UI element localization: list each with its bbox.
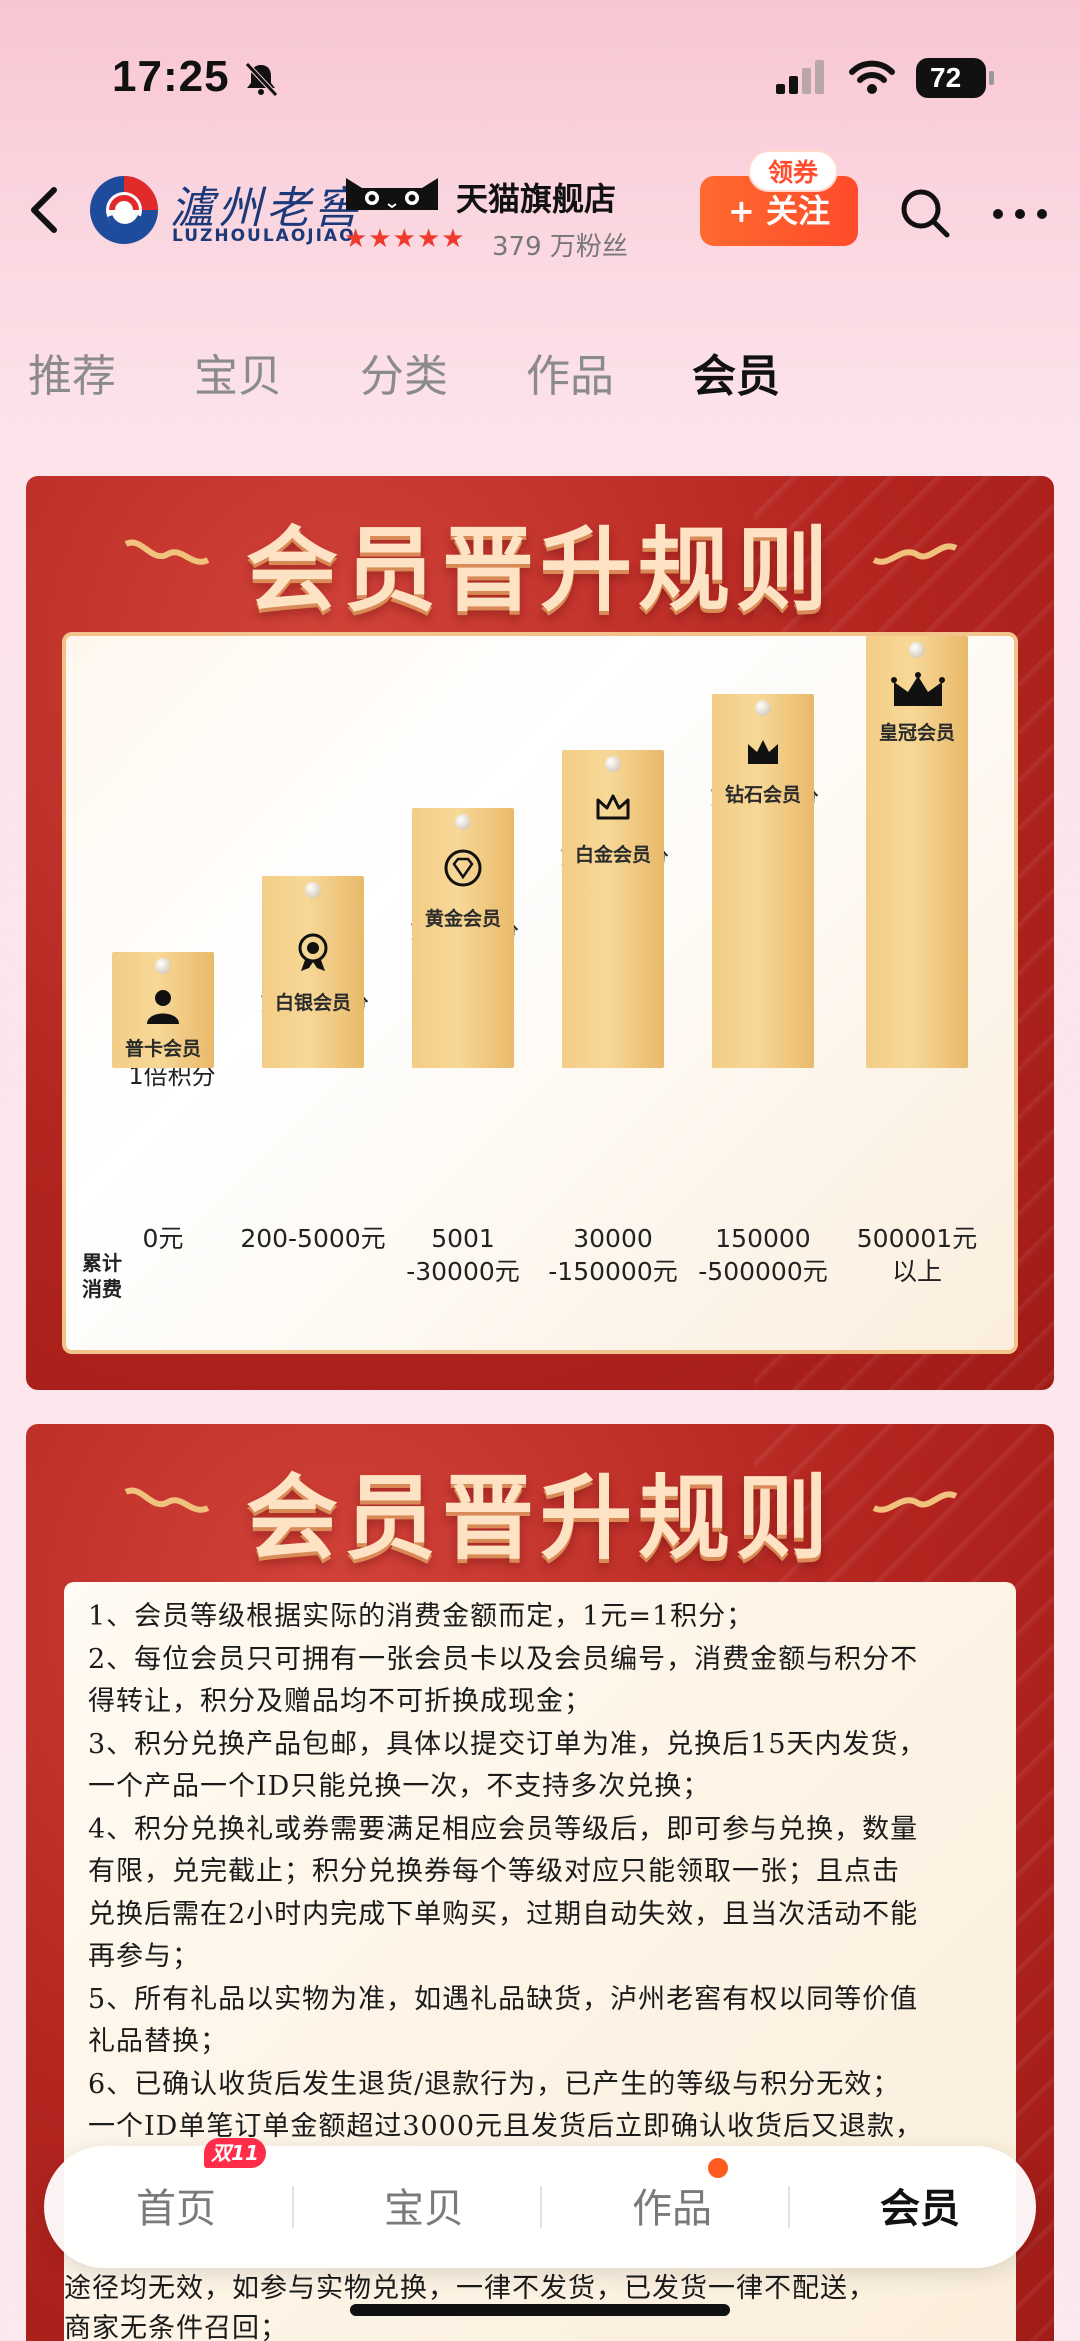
fans-count: 379 万粉丝 (492, 232, 628, 262)
rule-line: 兑换后需在2小时内完成下单购买，过期自动失效，且当次活动不能 (88, 1898, 919, 1930)
battery-indicator: 72 (916, 58, 994, 98)
nav-divider (292, 2186, 294, 2228)
tier-bar: 白银会员 (262, 876, 364, 1068)
rule-line: 途径均无效，如参与实物兑换，一律不发货，已发货一律不配送， (64, 2273, 876, 2304)
wifi-icon (849, 60, 895, 94)
diamond-icon (444, 849, 482, 887)
rule-line: 礼品替换； (88, 2026, 228, 2057)
rule-line: 5、所有礼品以实物为准，如遇礼品缺货，泸州老窖有权以同等价值 (88, 1983, 919, 2015)
tier-cost: 5001 -30000元 (406, 1224, 520, 1286)
double11-badge: 双11 (204, 2138, 266, 2168)
ribbon-decoration-icon (124, 1487, 210, 1513)
cumulative-spend-label: 累计消费 (82, 1251, 122, 1301)
nav-home[interactable]: 首页 (136, 2186, 216, 2232)
tier-cost: 150000 -500000元 (698, 1224, 828, 1286)
ribbon-decoration-icon (872, 1491, 958, 1513)
status-time: 17:25 (112, 52, 230, 101)
medal-icon (298, 933, 328, 971)
brand-logo-subtext: LUZHOULAOJIAO (172, 226, 356, 246)
brand-logo-text: 瀘州老窖 (170, 183, 362, 234)
tier-cost: 500001元 以上 (856, 1224, 978, 1286)
tier-bar: 白金会员 (562, 750, 664, 1068)
ribbon-decoration-icon (124, 539, 210, 565)
more-options-icon[interactable] (990, 196, 1050, 232)
person-icon (147, 990, 179, 1024)
back-arrow-icon[interactable] (24, 180, 64, 240)
status-bar: 17:25 72 (0, 0, 1080, 150)
tab-categories[interactable]: 分类 (360, 351, 448, 402)
rule-line: 3、积分兑换产品包邮，具体以提交订单为准，兑换后15天内发货， (88, 1728, 927, 1760)
store-name: 天猫旗舰店 (456, 180, 617, 218)
banner-title: 会员晋升规则 (245, 516, 834, 624)
brand-logo-icon (90, 176, 158, 244)
tier-name: 皇冠会员 (878, 722, 955, 744)
tier-bar: 钻石会员 (712, 694, 814, 1068)
rule-line: 1、会员等级根据实际的消费金额而定，1元=1积分； (88, 1601, 755, 1632)
coupon-badge[interactable]: 领券 (748, 150, 838, 192)
bottom-nav-bar: 首页 双11 宝贝 作品 会员 (44, 2138, 1036, 2268)
tier-cost: 30000 -150000元 (548, 1224, 678, 1286)
rule-line: 得转让，积分及赠品均不可折换成现金； (88, 1686, 592, 1717)
home-indicator (350, 2304, 730, 2316)
bell-muted-icon (245, 62, 278, 97)
cellular-signal-icon (776, 60, 824, 94)
tab-recommend[interactable]: 推荐 (28, 351, 116, 402)
rules-title: 会员晋升规则 (245, 1464, 834, 1572)
tier-panel: 累计消费 1倍积分 普卡会员 0元 1.2倍积分 白银会员 200-5000元 … (62, 632, 1018, 1354)
tier-name: 白银会员 (274, 992, 351, 1014)
tier-bar: 皇冠会员 (866, 636, 968, 1068)
tier-name: 黄金会员 (424, 908, 501, 930)
tier-cost: 200-5000元 (240, 1224, 386, 1253)
rule-line: 有限，兑完截止；积分兑换券每个等级对应只能领取一张；且点击 (88, 1856, 900, 1887)
search-icon[interactable] (898, 186, 952, 240)
rule-line: 2、每位会员只可拥有一张会员卡以及会员编号，消费金额与积分不 (88, 1643, 919, 1675)
tmall-cat-icon (346, 178, 438, 210)
rule-line: 6、已确认收货后发生退货/退款行为，已产生的等级与积分无效； (88, 2068, 901, 2100)
nav-products[interactable]: 宝贝 (384, 2186, 464, 2232)
nav-membership[interactable]: 会员 (880, 2186, 960, 2232)
tab-membership[interactable]: 会员 (692, 351, 780, 402)
ribbon-decoration-icon (872, 543, 958, 565)
tier-bar: 黄金会员 (412, 808, 514, 1068)
tier-name: 白金会员 (574, 844, 651, 866)
crown-filled-icon (748, 740, 778, 764)
membership-tiers-banner: 会员晋升规则 累计消费 1倍积分 普卡会员 0元 1.2倍积分 白银会员 200… (26, 476, 1054, 1390)
rating-stars: ★★★★★ (344, 224, 466, 254)
tab-products[interactable]: 宝贝 (194, 351, 282, 402)
nav-divider (788, 2186, 790, 2228)
rule-line: 商家无条件召回； (64, 2313, 288, 2341)
rule-line: 一个产品一个ID只能兑换一次，不支持多次兑换； (88, 1771, 711, 1802)
rule-line: 一个ID单笔订单金额超过3000元且发货后立即确认收货后又退款， (88, 2111, 924, 2142)
tier-bar: 普卡会员 (112, 952, 214, 1068)
crown-outline-icon (596, 794, 630, 820)
notification-dot (708, 2158, 728, 2178)
tier-name: 钻石会员 (724, 784, 801, 806)
shop-tabs: 推荐 宝贝 分类 作品 会员 (0, 340, 1080, 420)
crown-large-icon (891, 672, 945, 706)
rule-line: 再参与； (88, 1941, 200, 1972)
rule-line: 4、积分兑换礼或券需要满足相应会员等级后，即可参与兑换，数量 (88, 1813, 919, 1845)
tab-works[interactable]: 作品 (526, 351, 614, 402)
tier-name: 普卡会员 (124, 1038, 201, 1060)
nav-divider (540, 2186, 542, 2228)
tier-cost: 0元 (142, 1224, 184, 1253)
nav-works[interactable]: 作品 (632, 2186, 712, 2232)
